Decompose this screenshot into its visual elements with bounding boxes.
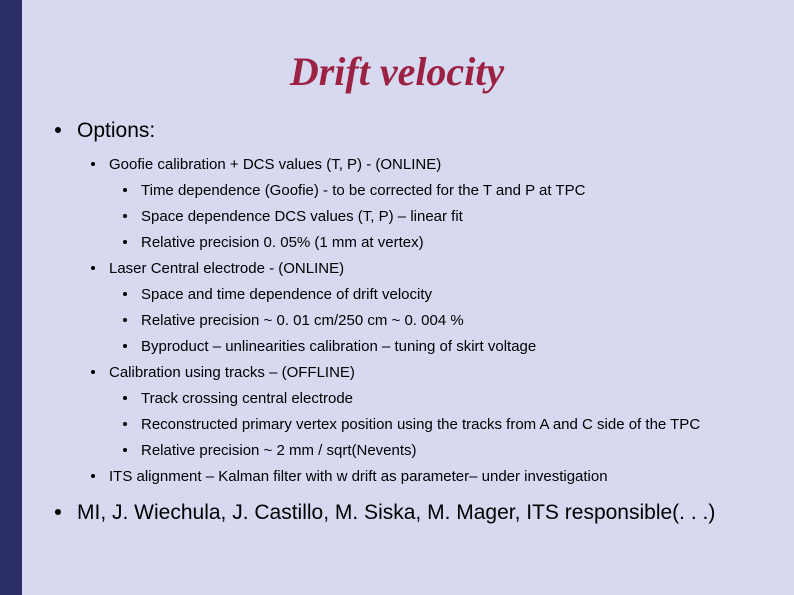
opt1-label: Goofie calibration + DCS values (T, P) -… <box>109 156 441 173</box>
credits-item: MI, J. Wiechula, J. Castillo, M. Siska, … <box>55 497 775 529</box>
opt4-label: ITS alignment – Kalman filter with w dri… <box>109 468 608 485</box>
opt3-sub1: Track crossing central electrode <box>109 387 775 411</box>
opt2-label: Laser Central electrode - (ONLINE) <box>109 260 344 277</box>
opt1: Goofie calibration + DCS values (T, P) -… <box>77 153 775 255</box>
opt2-sub2: Relative precision ~ 0. 01 cm/250 cm ~ 0… <box>109 309 775 333</box>
opt1-sub3: Relative precision 0. 05% (1 mm at verte… <box>109 231 775 255</box>
slide-title: Drift velocity <box>0 48 794 95</box>
opt2: Laser Central electrode - (ONLINE) Space… <box>77 257 775 359</box>
opt3: Calibration using tracks – (OFFLINE) Tra… <box>77 361 775 463</box>
opt1-sub1: Time dependence (Goofie) - to be correct… <box>109 179 775 203</box>
slide-content: Options: Goofie calibration + DCS values… <box>55 115 775 536</box>
opt3-sub3: Relative precision ~ 2 mm / sqrt(Nevents… <box>109 439 775 463</box>
credits-text: MI, J. Wiechula, J. Castillo, M. Siska, … <box>77 501 715 524</box>
opt3-label: Calibration using tracks – (OFFLINE) <box>109 364 355 381</box>
options-label: Options: <box>77 119 155 142</box>
opt4: ITS alignment – Kalman filter with w dri… <box>77 465 775 489</box>
options-item: Options: Goofie calibration + DCS values… <box>55 115 775 489</box>
opt2-sub1: Space and time dependence of drift veloc… <box>109 283 775 307</box>
opt1-sub2: Space dependence DCS values (T, P) – lin… <box>109 205 775 229</box>
opt3-sub2: Reconstructed primary vertex position us… <box>109 413 775 437</box>
opt2-sub3: Byproduct – unlinearities calibration – … <box>109 335 775 359</box>
